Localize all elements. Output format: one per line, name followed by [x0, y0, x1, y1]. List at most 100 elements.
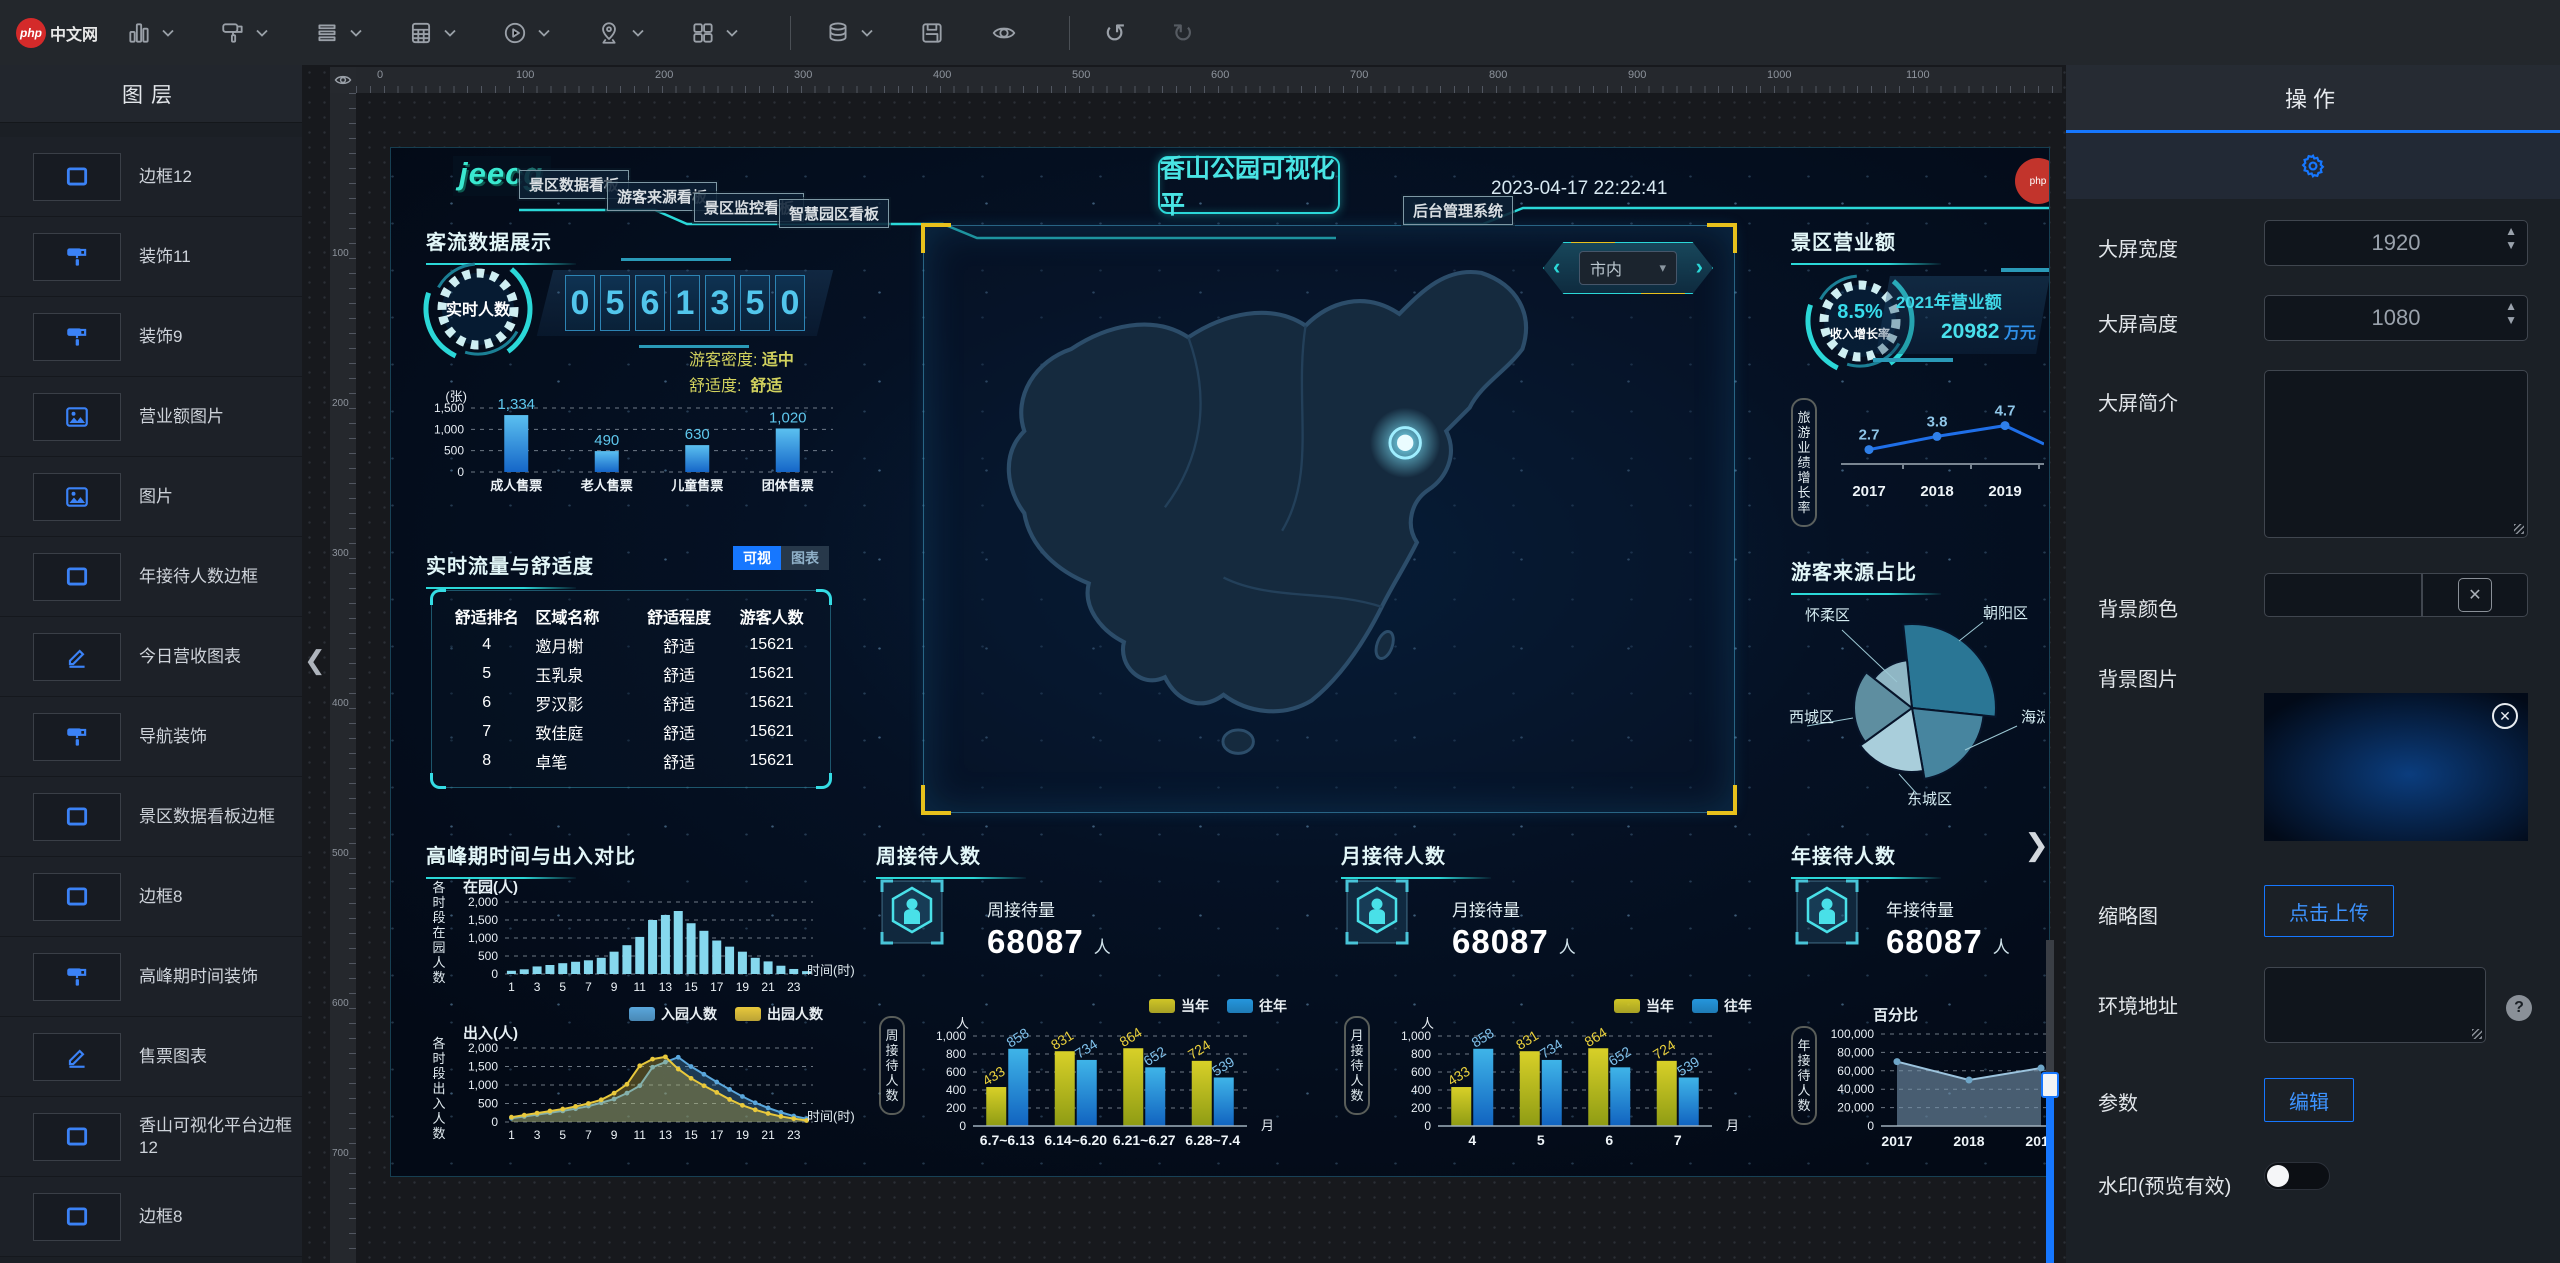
svg-text:734: 734: [1537, 1036, 1565, 1062]
layer-item-5[interactable]: 年接待人数边框: [0, 537, 302, 617]
layer-item-label: 香山可视化平台边框12: [139, 1116, 292, 1157]
layer-item-0[interactable]: 边框12: [0, 137, 302, 217]
year-stat-icon: [1794, 878, 1860, 951]
layer-item-11[interactable]: 售票图表: [0, 1017, 302, 1097]
eye-icon[interactable]: [330, 67, 356, 93]
remove-image-icon[interactable]: ✕: [2492, 703, 2518, 729]
inpark-axis-label: 各 时 段 在 园 人 数: [432, 880, 446, 985]
env-url-textarea[interactable]: [2264, 967, 2486, 1043]
layer-item-13[interactable]: 边框8: [0, 1177, 302, 1257]
height-label: 大屏高度: [2098, 314, 2178, 336]
layer-item-label: 边框12: [139, 166, 192, 186]
revenue-growth-gauge: 8.5% 收入增长率: [1799, 260, 1921, 387]
layer-item-label: 售票图表: [139, 1046, 207, 1066]
bar-chart-icon[interactable]: [126, 20, 174, 46]
layer-item-3[interactable]: 营业额图片: [0, 377, 302, 457]
toolbar-divider: [1069, 15, 1071, 50]
canvas-scrollbar-handle[interactable]: [2041, 1072, 2059, 1098]
height-stepper[interactable]: ▲ ▼: [2505, 299, 2517, 327]
svg-text:6: 6: [1605, 1132, 1613, 1148]
prev-region-arrow[interactable]: ‹: [1553, 254, 1561, 279]
map-pin-icon[interactable]: [596, 20, 644, 46]
watermark-logo: php: [2015, 158, 2049, 204]
height-input[interactable]: 1080 ▲ ▼: [2264, 295, 2528, 341]
collapse-sidebar-button[interactable]: ❮: [304, 645, 326, 675]
layer-item-10[interactable]: 高峰期时间装饰: [0, 937, 302, 1017]
upload-button[interactable]: 点击上传: [2264, 885, 2394, 937]
svg-text:630: 630: [685, 426, 710, 443]
image-icon: [33, 472, 121, 521]
bg-color-clear[interactable]: ✕: [2422, 573, 2528, 617]
help-icon[interactable]: ?: [2506, 995, 2532, 1021]
brush-icon: [33, 232, 121, 281]
svg-text:500: 500: [478, 949, 498, 963]
layer-item-1[interactable]: 装饰11: [0, 217, 302, 297]
svg-text:2,000: 2,000: [468, 895, 498, 909]
svg-text:400: 400: [1411, 1083, 1431, 1097]
svg-text:4: 4: [1468, 1132, 1476, 1148]
layer-item-label: 年接待人数边框: [139, 566, 258, 586]
svg-text:2017: 2017: [1881, 1133, 1912, 1149]
bg-image-preview: ✕: [2264, 693, 2528, 841]
layer-item-label: 装饰9: [139, 326, 183, 346]
toggle-chart[interactable]: 图表: [781, 546, 829, 570]
svg-text:400: 400: [946, 1083, 966, 1097]
comfort-table-frame: 舒适排名 区域名称 舒适程度 游客人数 4 邀月榭 舒适 15621 5 玉乳泉 舒适 15621 6 罗…: [430, 589, 832, 789]
layer-item-2[interactable]: 装饰9: [0, 297, 302, 377]
svg-text:0: 0: [491, 1115, 498, 1129]
table-icon[interactable]: [408, 20, 456, 46]
layer-item-9[interactable]: 边框8: [0, 857, 302, 937]
revenue-box-deco-top: [2001, 268, 2049, 272]
toggle-visual[interactable]: 可视: [733, 546, 781, 570]
bg-color-input[interactable]: [2264, 573, 2422, 617]
vertical-ruler: 100 200 300 400 500 600 700: [330, 93, 356, 1263]
intro-textarea[interactable]: [2264, 370, 2528, 538]
database-icon[interactable]: [825, 20, 873, 46]
width-stepper[interactable]: ▲ ▼: [2505, 224, 2517, 252]
pencil-icon: [33, 1032, 121, 1081]
layer-item-6[interactable]: 今日营收图表: [0, 617, 302, 697]
next-region-arrow[interactable]: ›: [1695, 254, 1703, 279]
nav-tab-smart-park[interactable]: 智慧园区看板: [779, 199, 890, 228]
save-icon[interactable]: [919, 20, 945, 46]
redo-icon[interactable]: ↻: [1171, 17, 1194, 48]
grid-icon[interactable]: [690, 20, 738, 46]
edit-params-button[interactable]: 编辑: [2264, 1078, 2354, 1122]
counter-digit: 6: [635, 275, 665, 331]
width-input[interactable]: 1920 ▲ ▼: [2264, 220, 2528, 266]
nav-tab-admin[interactable]: 后台管理系统: [1403, 196, 1514, 225]
settings-tab[interactable]: [2066, 133, 2560, 199]
svg-text:月: 月: [1726, 1118, 1739, 1133]
svg-text:6.14~6.20: 6.14~6.20: [1044, 1132, 1107, 1148]
operations-title: 操作: [2066, 65, 2560, 133]
list-icon[interactable]: [314, 20, 362, 46]
undo-icon[interactable]: ↺: [1104, 17, 1126, 48]
svg-text:500: 500: [478, 1097, 498, 1111]
eye-icon[interactable]: [991, 20, 1017, 46]
layer-item-12[interactable]: 香山可视化平台边框12: [0, 1097, 302, 1177]
gear-icon: [2301, 153, 2325, 179]
table-row: 4 邀月榭 舒适 15621: [482, 635, 794, 656]
dashboard-canvas[interactable]: jeecg 景区数据看板 游客来源看板 景区监控看板 智慧园区看板 后台管理系统…: [390, 147, 2050, 1177]
watermark-toggle[interactable]: [2264, 1162, 2330, 1190]
svg-text:858: 858: [1003, 1024, 1031, 1050]
layer-item-4[interactable]: 图片: [0, 457, 302, 537]
chevron-down-icon: [632, 29, 644, 37]
svg-text:200: 200: [1411, 1101, 1431, 1115]
china-map[interactable]: [924, 226, 1734, 812]
hainan-island: [1221, 728, 1255, 755]
nav-tab-visitor-source[interactable]: 游客来源看板: [607, 182, 718, 211]
taiwan-island: [1374, 630, 1395, 660]
layer-item-label: 边框8: [139, 886, 183, 906]
play-icon[interactable]: [502, 20, 550, 46]
layer-item-7[interactable]: 导航装饰: [0, 697, 302, 777]
realtime-visitors-gauge: 实时人数: [417, 248, 539, 375]
flow-view-toggle[interactable]: 可视 图表: [733, 546, 829, 570]
brush-icon: [33, 312, 121, 361]
paint-roller-icon[interactable]: [220, 20, 268, 46]
layer-item-8[interactable]: 景区数据看板边框: [0, 777, 302, 857]
region-dropdown[interactable]: 市内 ▾: [1579, 251, 1677, 285]
brand-logo: php 中文网: [16, 17, 98, 48]
collapse-ops-button[interactable]: ❯: [2024, 829, 2050, 862]
